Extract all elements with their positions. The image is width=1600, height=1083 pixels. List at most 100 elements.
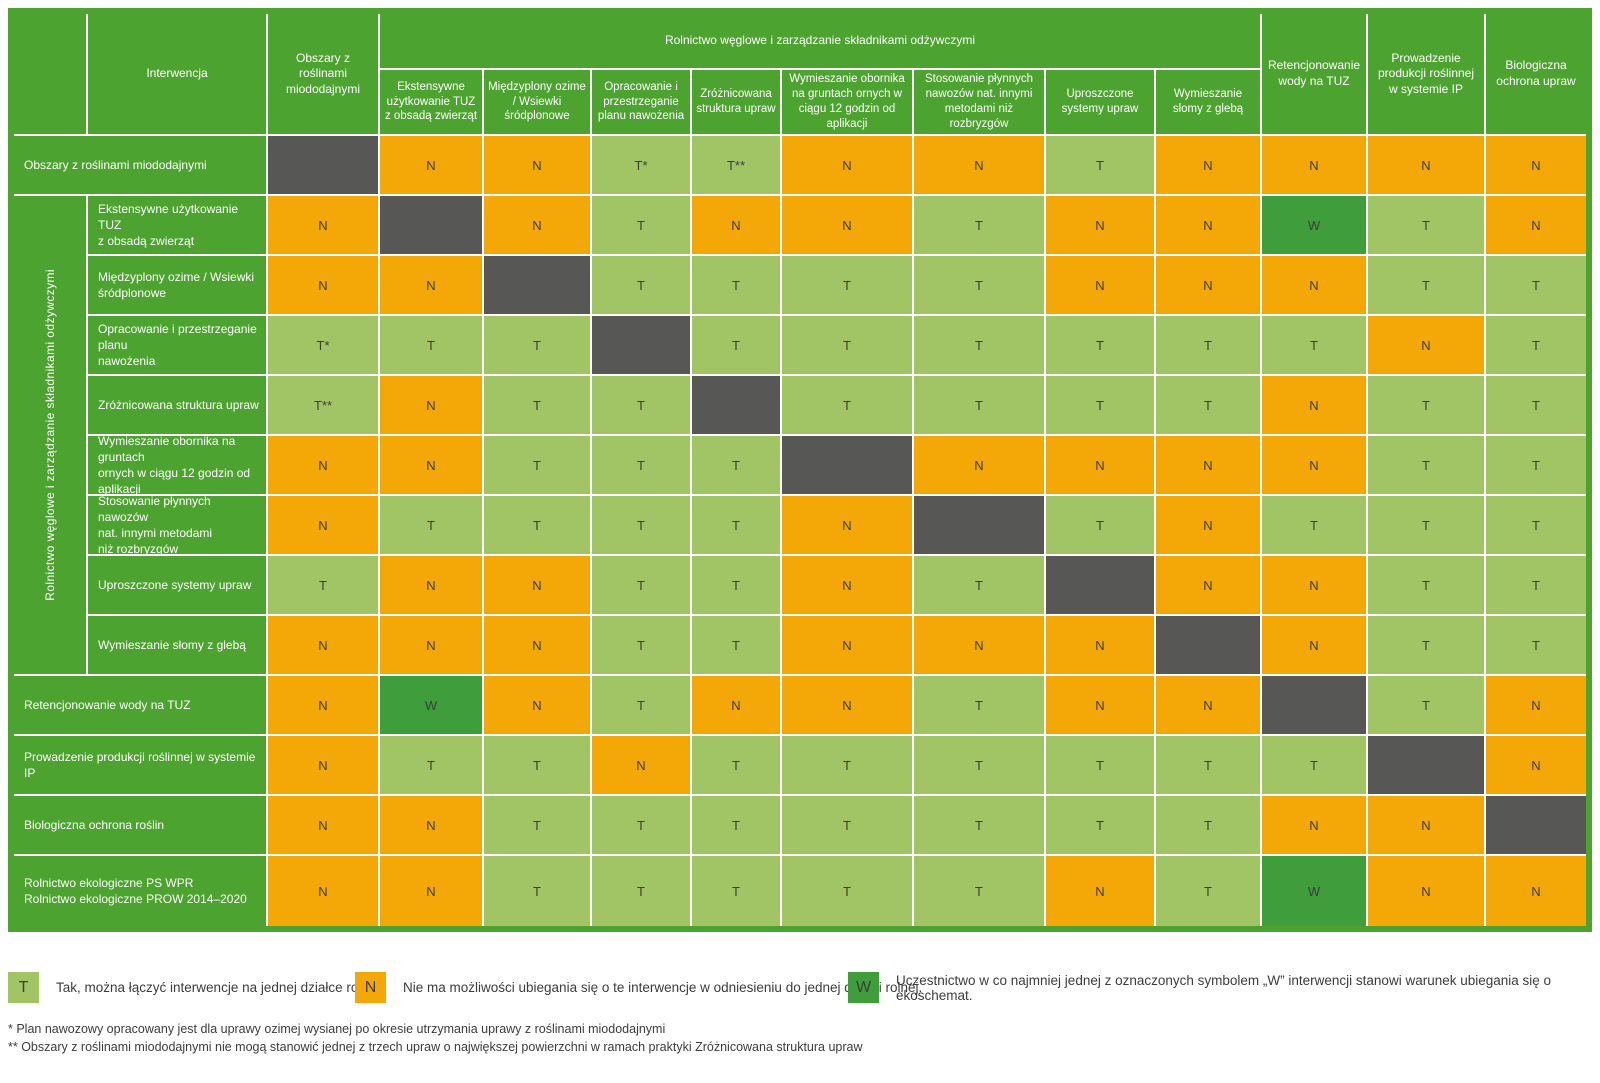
row-label: Obszary z roślinami miododajnymi (14, 136, 266, 194)
column-header: Ekstensywne użytkowanie TUZ z obsadą zwi… (380, 70, 482, 134)
matrix-cell: T (380, 316, 482, 374)
matrix-cell: T (914, 196, 1044, 254)
legend-item-w: W Uczestnictwo w co najmniej jednej z ozn… (848, 972, 1592, 1003)
matrix-cell: T (1368, 256, 1484, 314)
matrix-cell: N (1368, 856, 1484, 926)
matrix-cell: N (268, 616, 378, 674)
matrix-cell: T (592, 556, 690, 614)
legend-swatch-t: T (8, 972, 39, 1003)
column-header: Stosowanie płynnych nawozów nat. innymi … (914, 70, 1044, 134)
matrix-cell: T (484, 796, 590, 854)
matrix-cell: N (268, 196, 378, 254)
matrix-cell (1262, 676, 1366, 734)
matrix-cell: T (592, 496, 690, 554)
legend-swatch-w: W (848, 972, 879, 1003)
matrix-cell: T** (692, 136, 780, 194)
matrix-cell: N (380, 556, 482, 614)
matrix-cell: T (1046, 316, 1154, 374)
matrix-cell: N (914, 436, 1044, 494)
matrix-cell: W (1262, 856, 1366, 926)
matrix-cell: T (1486, 376, 1586, 434)
matrix-cell: T (1368, 616, 1484, 674)
interwencja-header: Interwencja (88, 14, 266, 134)
matrix-cell: T (692, 436, 780, 494)
matrix-cell: T (914, 736, 1044, 794)
matrix-cell: T* (268, 316, 378, 374)
matrix-cell: N (1156, 496, 1260, 554)
matrix-cell: T (692, 256, 780, 314)
row-group-label: Rolnictwo węglowe i zarządzanie składnik… (43, 269, 57, 601)
matrix-cell: N (1262, 376, 1366, 434)
matrix-cell: T (1368, 676, 1484, 734)
matrix-cell: N (592, 736, 690, 794)
matrix-cell: T (592, 196, 690, 254)
matrix-cell: T (1486, 556, 1586, 614)
matrix-cell: N (380, 616, 482, 674)
column-header: Retencjonowanie wody na TUZ (1262, 14, 1366, 134)
matrix-cell: T (592, 796, 690, 854)
row-label: Biologiczna ochrona roślin (14, 796, 266, 854)
matrix-cell: N (782, 676, 912, 734)
matrix-cell: N (782, 136, 912, 194)
column-header: Obszary z roślinami miododajnymi (268, 14, 378, 134)
column-header: Międzyplony ozime / Wsiewki śródplonowe (484, 70, 590, 134)
matrix-cell: T (1046, 796, 1154, 854)
matrix-cell: N (1262, 436, 1366, 494)
matrix-cell: T (592, 436, 690, 494)
matrix-cell: T (1262, 496, 1366, 554)
matrix-cell: T (914, 256, 1044, 314)
matrix-cell: N (1368, 796, 1484, 854)
matrix-cell: T (1046, 376, 1154, 434)
matrix-cell: N (268, 256, 378, 314)
matrix-cell: T (782, 736, 912, 794)
matrix-cell: N (1156, 136, 1260, 194)
matrix-cell: T (592, 676, 690, 734)
matrix-cell: N (1262, 256, 1366, 314)
matrix-cell: T (1368, 196, 1484, 254)
matrix-cell: W (380, 676, 482, 734)
column-header: Biologiczna ochrona upraw (1486, 14, 1586, 134)
row-label: Stosowanie płynnych nawozów nat. innymi … (88, 494, 266, 556)
matrix-cell: T (1486, 256, 1586, 314)
matrix-cell: N (380, 376, 482, 434)
matrix-cell: T (692, 496, 780, 554)
column-header: Uproszczone systemy upraw (1046, 70, 1154, 134)
matrix-cell: T (1368, 556, 1484, 614)
matrix-cell (592, 316, 690, 374)
legend-item-n: N Nie ma możliwości ubiegania się o te in… (355, 972, 922, 1003)
matrix-cell: T (692, 556, 780, 614)
matrix-cell: N (1262, 796, 1366, 854)
matrix-cell: T (1368, 496, 1484, 554)
matrix-cell: N (1046, 196, 1154, 254)
matrix-cell: T (692, 616, 780, 674)
matrix-cell (782, 436, 912, 494)
matrix-cell: N (782, 556, 912, 614)
matrix-cell (914, 496, 1044, 554)
row-label: Międzyplony ozime / Wsiewki śródplonowe (88, 256, 266, 314)
column-header: Wymieszanie słomy z glebą (1156, 70, 1260, 134)
column-header: Wymieszanie obornika na gruntach ornych … (782, 70, 912, 134)
matrix-cell: T (1486, 316, 1586, 374)
matrix-cell: W (1262, 196, 1366, 254)
matrix-cell: T (484, 436, 590, 494)
matrix-cell: T (592, 376, 690, 434)
footnote-1: * Plan nawozowy opracowany jest dla upra… (8, 1022, 666, 1036)
matrix-cell: T (484, 316, 590, 374)
matrix-cell: T (380, 496, 482, 554)
matrix-cell: T (692, 736, 780, 794)
matrix-cell: N (1486, 676, 1586, 734)
matrix-cell (1156, 616, 1260, 674)
matrix-cell: T (1368, 376, 1484, 434)
matrix-cell: N (380, 796, 482, 854)
matrix-cell: T (782, 256, 912, 314)
matrix-cell (1368, 736, 1484, 794)
matrix-cell: T (914, 856, 1044, 926)
column-group-header: Rolnictwo węglowe i zarządzanie składnik… (380, 14, 1260, 68)
matrix-cell: N (268, 676, 378, 734)
matrix-cell: T (268, 556, 378, 614)
legend-item-t: T Tak, można łączyć interwencje na jednej… (8, 972, 383, 1003)
matrix-cell: T (484, 376, 590, 434)
matrix-cell: N (782, 496, 912, 554)
matrix-cell: N (1046, 676, 1154, 734)
matrix-cell: T (692, 796, 780, 854)
